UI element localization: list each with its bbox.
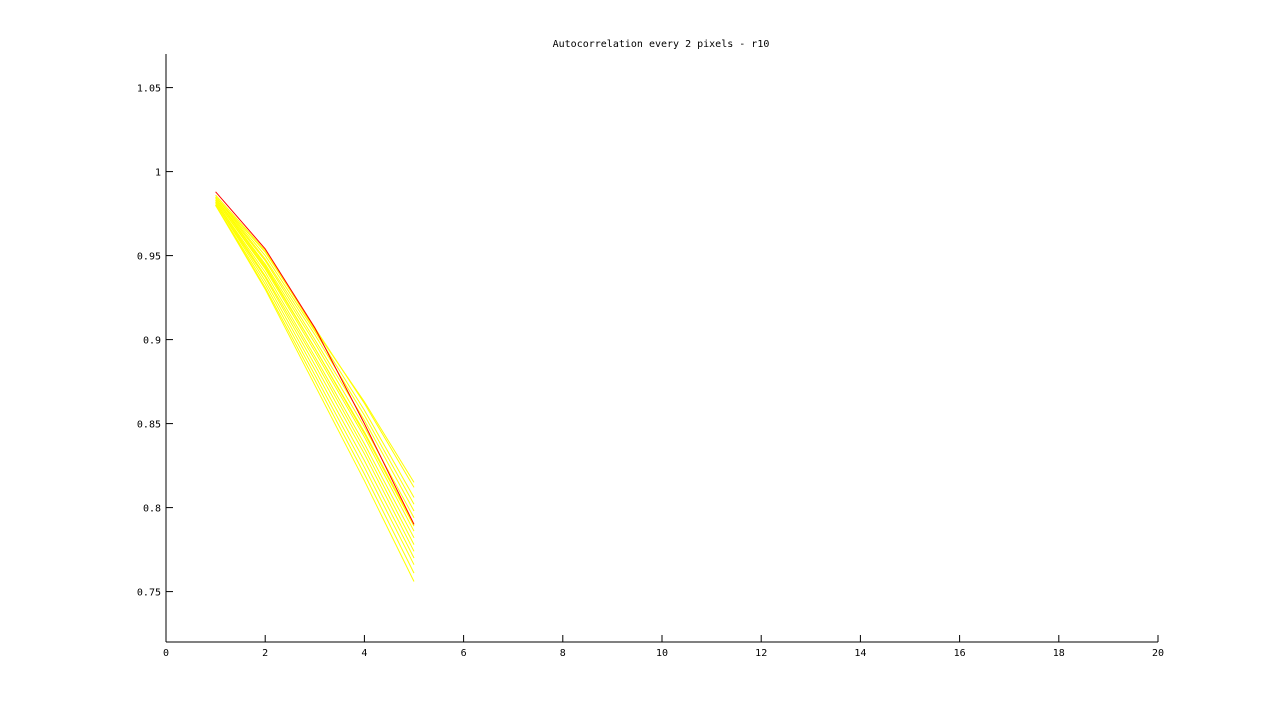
- y-tick-label: 0.9: [143, 336, 161, 347]
- series-line-5: [215, 199, 415, 525]
- x-tick-label: 20: [1152, 648, 1164, 659]
- series-line-3: [215, 198, 415, 512]
- chart-title: Autocorrelation every 2 pixels - r10: [553, 39, 770, 50]
- x-tick-label: 6: [461, 648, 467, 659]
- series-line-12: [215, 204, 415, 574]
- x-tick-label: 12: [755, 648, 767, 659]
- series-line-1: [215, 196, 415, 498]
- series-layer: [215, 191, 415, 582]
- series-line-6: [215, 199, 415, 532]
- y-tick-label: 0.95: [137, 252, 161, 263]
- x-tick-label: 18: [1053, 648, 1065, 659]
- x-tick-label: 16: [954, 648, 966, 659]
- series-line-highlight: [215, 191, 415, 525]
- y-tick-label: 1.05: [137, 84, 161, 95]
- series-line-8: [215, 201, 415, 545]
- series-line-2: [215, 196, 415, 505]
- series-line-7: [215, 201, 415, 539]
- x-tick-label: 4: [361, 648, 367, 659]
- series-line-15: [215, 194, 415, 483]
- y-ticks: 0.75 0.8 0.85 0.9 0.95 1 1.05: [137, 84, 173, 599]
- x-tick-label: 10: [656, 648, 668, 659]
- x-tick-label: 2: [262, 648, 268, 659]
- series-line-16: [215, 198, 415, 527]
- y-tick-label: 0.75: [137, 588, 161, 599]
- series-line-9: [215, 203, 415, 552]
- series-line-13: [215, 204, 415, 582]
- y-tick-label: 1: [155, 168, 161, 179]
- x-tick-label: 14: [854, 648, 866, 659]
- y-tick-label: 0.85: [137, 420, 161, 431]
- x-tick-label: 8: [560, 648, 566, 659]
- x-ticks: 0 2 4 6 8 10 12 14 16 18 20: [163, 635, 1164, 659]
- y-tick-label: 0.8: [143, 504, 161, 515]
- series-line-11: [215, 204, 415, 565]
- x-tick-label: 0: [163, 648, 169, 659]
- series-line-10: [215, 203, 415, 559]
